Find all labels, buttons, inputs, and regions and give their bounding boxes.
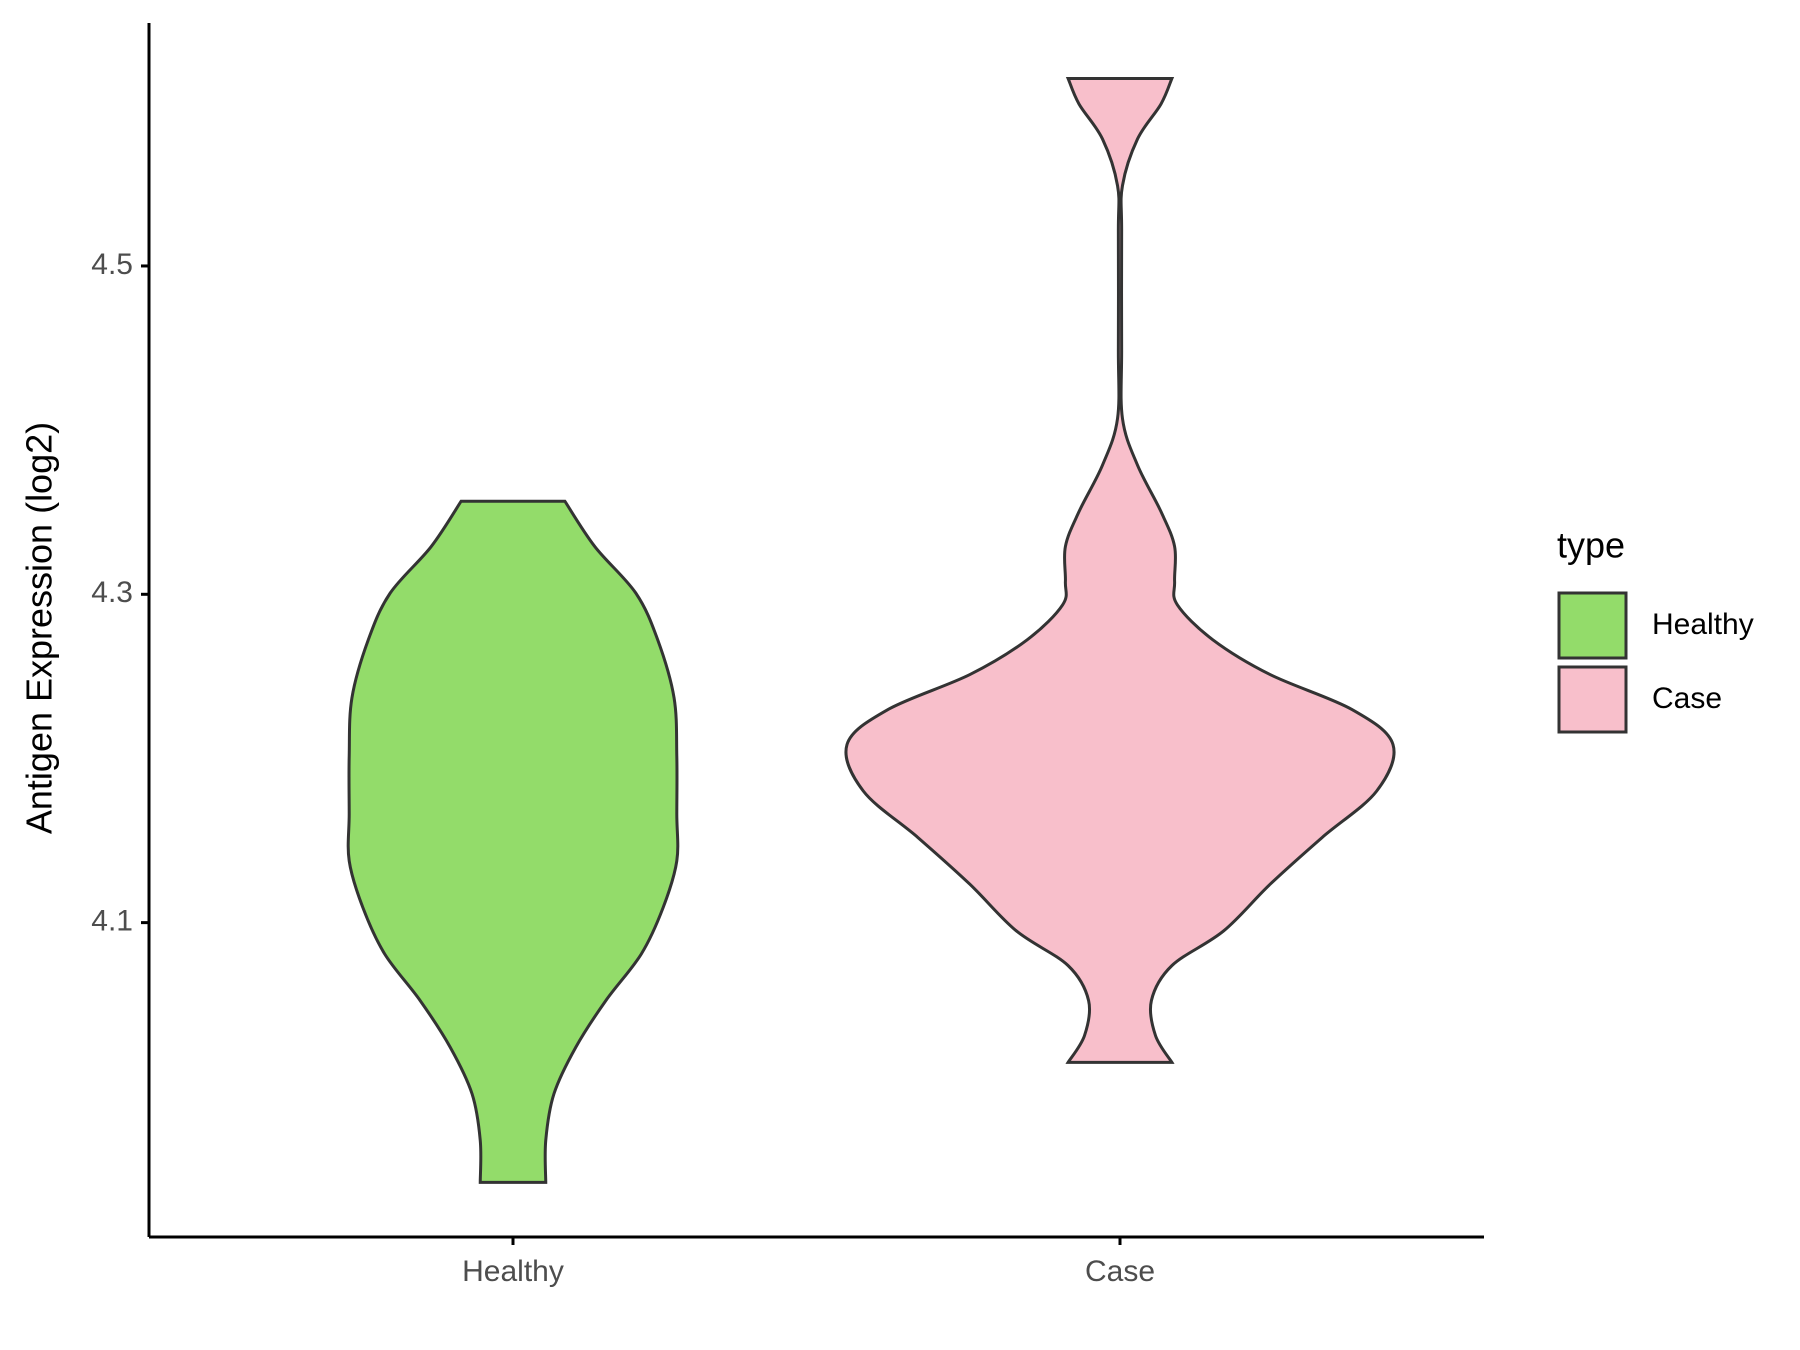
legend-key [1557,591,1628,660]
y-tick-label: 4.3 [91,576,133,609]
y-axis-title: Antigen Expression (log2) [19,422,60,834]
violin [346,499,680,1184]
legend-label: Case [1652,682,1722,715]
legend-title: type [1557,525,1625,566]
legend-label: Healthy [1652,608,1754,641]
y-tick-label: 4.5 [91,248,133,281]
legend-key [1557,665,1628,734]
y-tick-label: 4.1 [91,905,133,938]
x-tick-label: Healthy [462,1255,564,1288]
violin [844,76,1396,1064]
x-tick-label: Case [1085,1255,1155,1288]
